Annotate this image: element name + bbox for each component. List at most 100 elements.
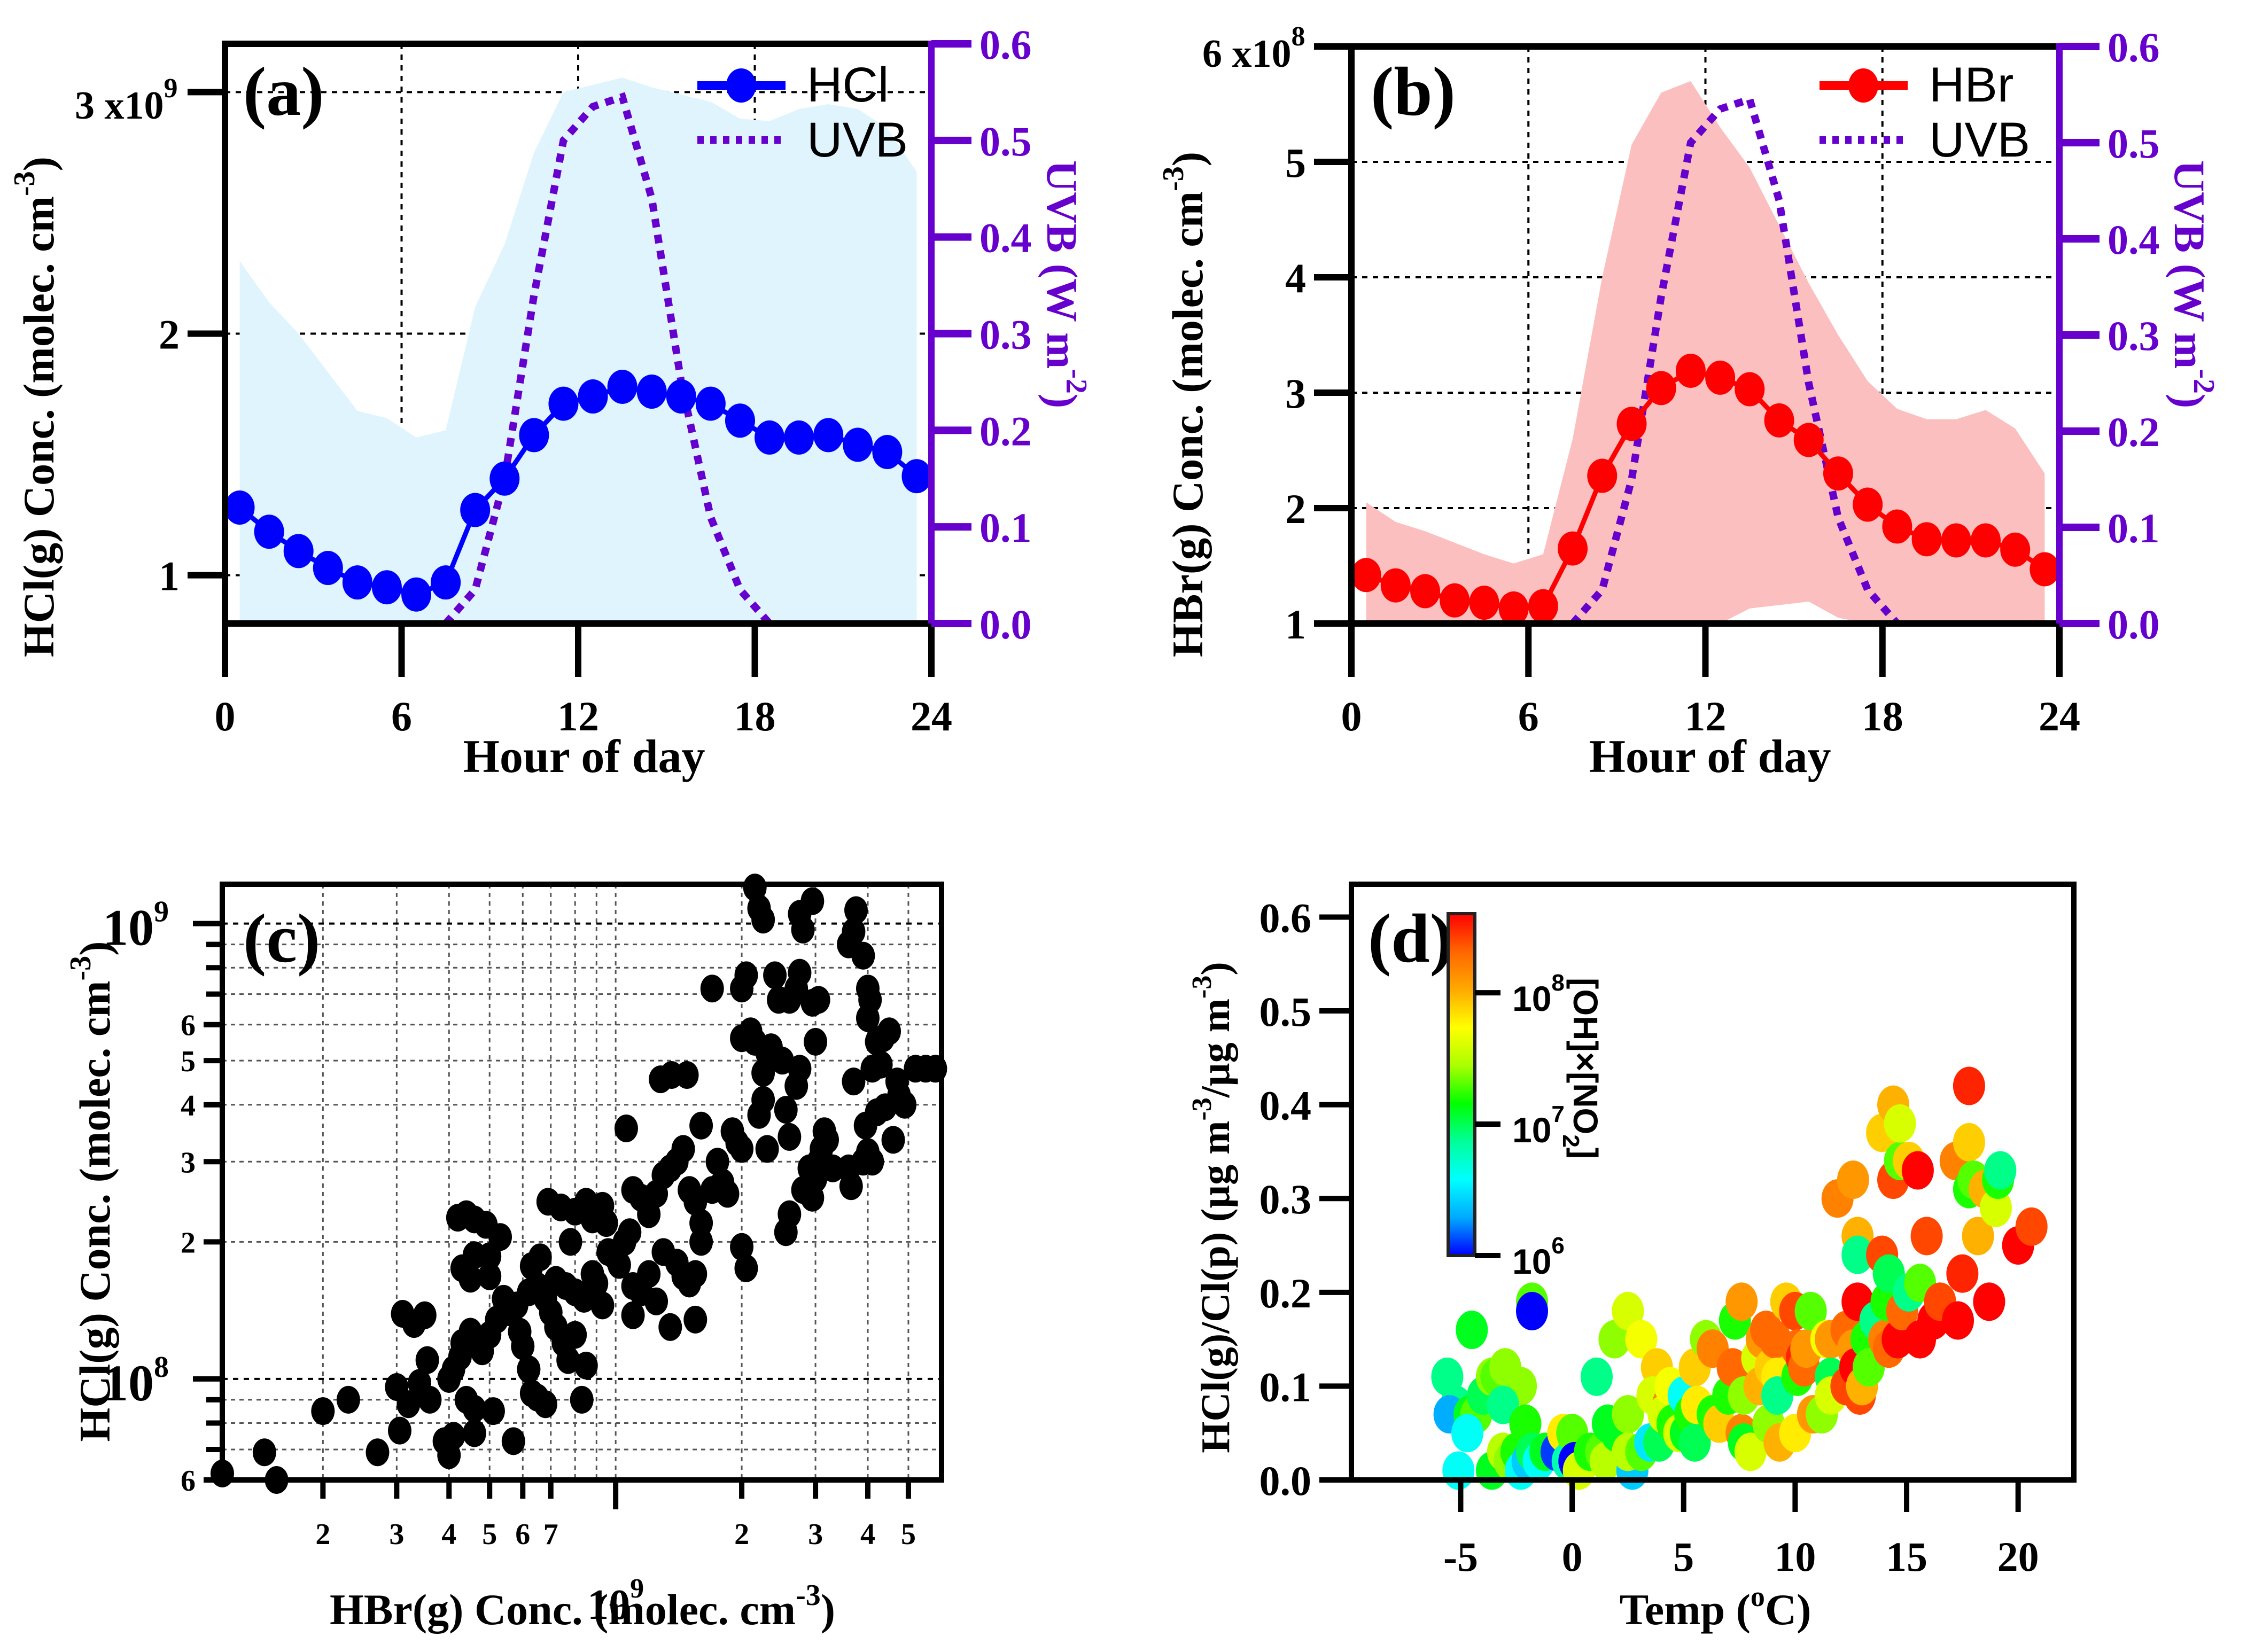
d-colorbar-tick-base: 10 <box>1512 1110 1551 1150</box>
c-x-tick-label: 3 <box>389 1518 404 1551</box>
c-point <box>881 1126 905 1154</box>
c-point <box>734 1254 758 1282</box>
d-point <box>1946 1254 1979 1293</box>
d-point <box>1973 1282 2005 1321</box>
c-y-tick-exp: 9 <box>154 895 169 929</box>
d-point <box>1487 1385 1519 1424</box>
a-x-tick-label: 6 <box>391 693 412 739</box>
a-legend: HCl UVB <box>697 58 908 167</box>
b-marker <box>1882 509 1912 544</box>
c-point <box>869 1050 893 1079</box>
a-x-tick-label: 12 <box>557 693 599 739</box>
c-point <box>607 1251 631 1279</box>
b-hbr-range-band <box>1366 81 2045 624</box>
panel-d: -5 0 5 10 15 200.00.10.20.30.40.50.6 (d) 1061… <box>1187 882 2077 1634</box>
a-legend-uvb-label: UVB <box>807 113 908 167</box>
c-y-title-sup: -3 <box>64 956 97 981</box>
a-marker <box>401 577 432 612</box>
d-y-tick-label: 0.5 <box>1259 988 1312 1035</box>
c-y-tick-label: 108 <box>103 1351 169 1412</box>
a-y-title-main: HCl(g) Conc. (molec. cm <box>14 196 63 657</box>
b-y2-title-sup: -2 <box>2187 369 2220 394</box>
b-marker <box>1380 568 1411 603</box>
c-point <box>418 1385 442 1414</box>
c-point <box>415 1346 439 1374</box>
a-marker <box>578 379 608 414</box>
d-x-tick-label: -5 <box>1443 1533 1478 1580</box>
d-frame <box>1349 882 2077 1483</box>
d-x-title-sup: o <box>1751 1580 1765 1612</box>
a-y2-tick-label: 0.2 <box>979 408 1032 454</box>
d-y-title-sup: -3 <box>1187 1097 1217 1120</box>
c-point <box>763 961 787 989</box>
a-x-axis-title: Hour of day <box>463 731 705 783</box>
d-point <box>1910 1217 1943 1256</box>
b-y-tick-label: 5 <box>1285 139 1306 186</box>
c-point <box>734 961 758 989</box>
a-legend-hcl-label: HCl <box>807 58 889 112</box>
c-point <box>804 1027 828 1056</box>
a-x-tick-label: 24 <box>911 693 952 739</box>
b-hbr-markers <box>1351 353 2060 626</box>
b-y-tick-label: 3 <box>1285 370 1306 417</box>
a-marker <box>254 515 284 549</box>
c-point <box>413 1301 437 1329</box>
c-point <box>462 1419 486 1447</box>
c-point <box>614 1114 638 1142</box>
b-x-tick-label: 0 <box>1341 693 1362 739</box>
c-point <box>774 1218 798 1246</box>
c-point <box>528 1243 552 1272</box>
c-x-tick-label: 5 <box>901 1518 916 1551</box>
a-y2-title-main: UVB (W m <box>1038 160 1086 369</box>
b-marker <box>1410 574 1441 609</box>
c-point <box>396 1390 421 1419</box>
c-x-tick-label: 109 <box>587 1573 644 1628</box>
c-point <box>860 1148 884 1176</box>
a-marker <box>636 375 667 409</box>
b-y-tick-label: 1 <box>1285 601 1306 648</box>
b-marker <box>1528 589 1558 624</box>
d-colorbar-tick-label: 107 <box>1512 1101 1565 1150</box>
c-point <box>621 1301 645 1329</box>
d-point <box>1612 1291 1644 1330</box>
c-x-tick-label: 7 <box>543 1518 558 1551</box>
a-y-title-close: ) <box>14 157 63 171</box>
c-point <box>689 1111 713 1140</box>
c-point <box>533 1390 557 1419</box>
a-y2-tick-label: 0.3 <box>979 311 1032 358</box>
c-point <box>839 1172 863 1201</box>
c-point <box>311 1397 335 1425</box>
d-y-title-close: ) <box>1193 962 1238 975</box>
c-point <box>570 1385 594 1414</box>
c-point <box>844 896 868 924</box>
d-point <box>1516 1291 1548 1330</box>
d-y-title-mid: /µg m <box>1193 999 1238 1098</box>
c-x-tick-label: 3 <box>808 1518 823 1551</box>
a-marker <box>666 379 696 414</box>
b-marker <box>1705 360 1736 395</box>
d-point <box>1678 1423 1711 1462</box>
b-marker <box>1646 371 1676 406</box>
a-marker <box>431 565 461 600</box>
d-point <box>2015 1207 2048 1246</box>
a-panel-label: (a) <box>243 53 324 130</box>
b-marker <box>1351 558 1381 593</box>
c-y-tick-label: 6 <box>181 1464 196 1498</box>
b-y-multiplier-base: 6 x10 <box>1202 32 1292 76</box>
b-legend-hbr-marker <box>1848 68 1878 103</box>
c-point <box>683 1305 707 1334</box>
c-y-tick-label: 6 <box>181 1009 196 1042</box>
d-point <box>1734 1432 1767 1471</box>
a-marker <box>460 493 491 527</box>
a-y2-title-sup: -2 <box>1060 369 1093 394</box>
a-marker <box>813 418 844 453</box>
c-point <box>556 1346 580 1374</box>
a-marker <box>489 461 520 496</box>
a-marker <box>901 459 932 494</box>
d-scatter-points <box>1431 1066 2048 1490</box>
d-y-tick-label: 0.6 <box>1259 894 1312 941</box>
